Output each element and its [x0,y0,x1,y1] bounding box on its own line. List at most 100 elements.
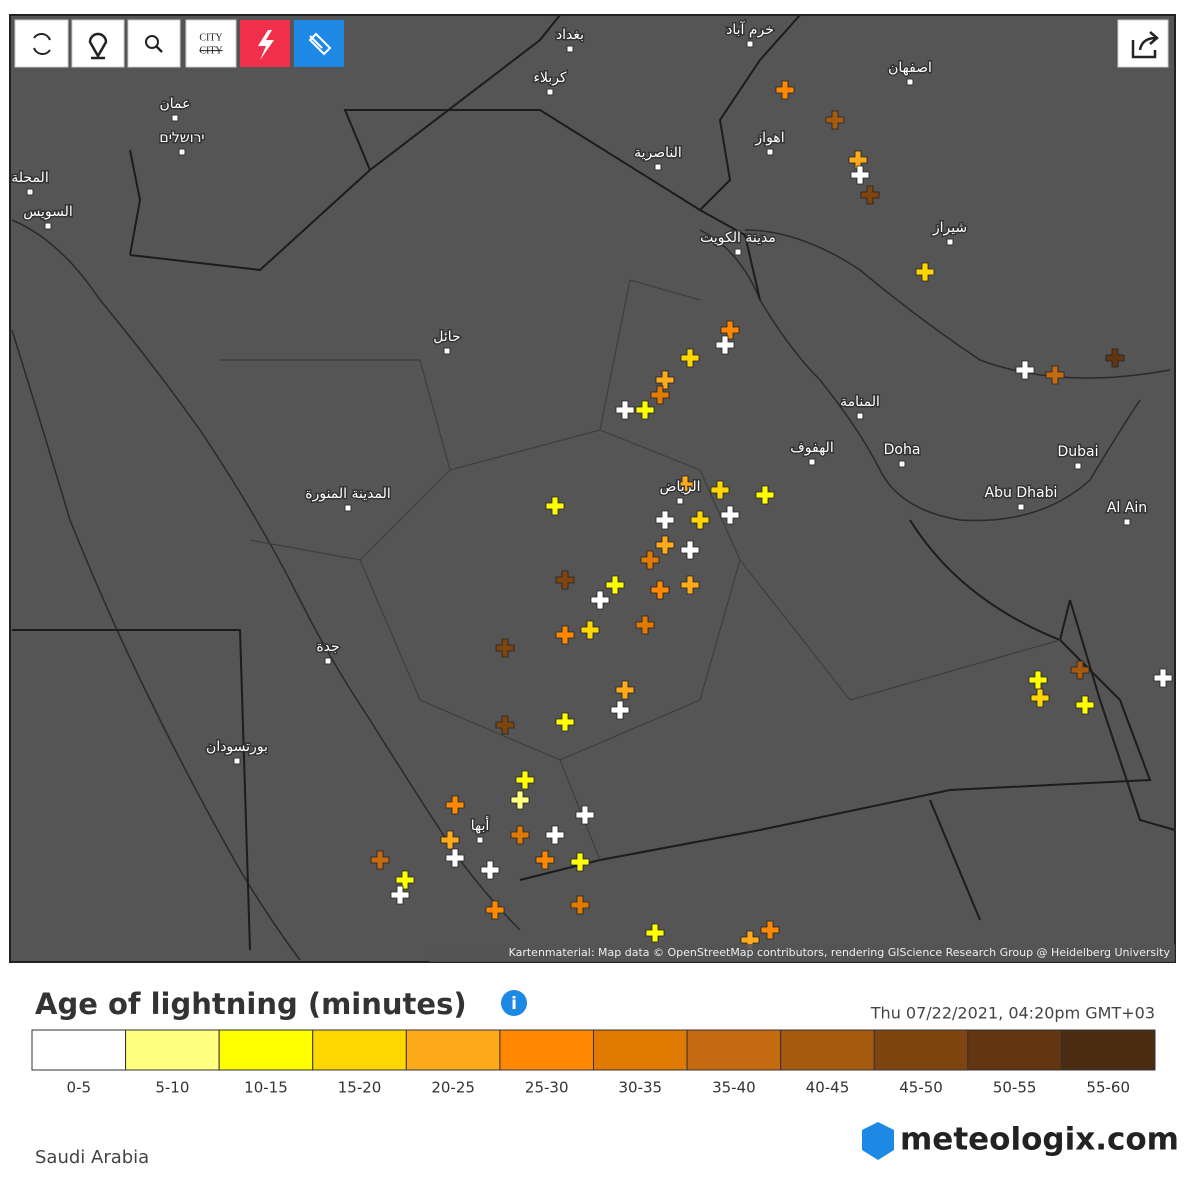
city-button[interactable] [185,19,237,68]
city-marker [443,347,451,355]
lightning-strike [515,770,535,790]
city-label: جدة [316,639,339,655]
lightning-strike [390,885,410,905]
refresh-button[interactable] [14,19,69,68]
lightning-strike [1030,688,1050,708]
lightning-strike [655,370,675,390]
lightning-strike [445,795,465,815]
country-borders [129,14,801,256]
city-marker [746,40,754,48]
legend-label: 40-45 [806,1079,850,1097]
lightning-strike [615,400,635,420]
legend-label: 50-55 [993,1079,1037,1097]
legend-label: 55-60 [1086,1079,1130,1097]
legend-swatch [593,1029,688,1071]
refresh-icon [33,33,51,55]
legend-swatch [312,1029,407,1071]
lightning-strike [555,570,575,590]
lightning-strike [535,850,555,870]
city-marker [946,238,954,246]
legend-label: 35-40 [712,1079,756,1097]
zoom-icon [145,35,159,49]
info-button[interactable] [501,990,527,1016]
city-label: حائل [433,329,460,345]
city-label: كربلاء [533,70,567,86]
legend-label: 0-5 [67,1079,92,1097]
legend-label: 5-10 [155,1079,189,1097]
legend-swatch [405,1029,501,1071]
city-label: بورتسودان [206,739,268,755]
lightning-strike [570,852,590,872]
lightning-strike [775,80,795,100]
city-marker [1123,518,1131,526]
map [9,14,1176,963]
attribution: Kartenmaterial: Map data © OpenStreetMap… [509,946,1171,959]
city-marker [546,88,554,96]
city-label: Dubai [1057,444,1098,460]
city-marker [344,504,352,512]
city-marker [324,657,332,665]
lightning-strike [650,580,670,600]
gulf-coast-south [699,229,1141,522]
lightning-strike [485,900,505,920]
lightning-strike [720,320,740,340]
city-toggle-label: CITY [199,32,222,43]
lightning-strike [605,575,625,595]
city-label: بغداد [556,27,584,43]
lightning-strike [510,790,530,810]
lightning-strike [610,700,630,720]
city-label: الهفوف [790,440,833,456]
city-marker [1017,503,1025,511]
satellite-button[interactable] [294,20,344,67]
city-label: الناصرية [634,145,682,161]
lightning-strike [635,615,655,635]
other-borders [12,599,1176,951]
lightning-strike [675,475,695,495]
lightning-strike [710,480,730,500]
legend-swatch [967,1029,1062,1071]
saudi-border [129,109,1152,881]
lightning-strike [915,262,935,282]
city-marker [906,78,914,86]
legend-swatch [31,1029,127,1071]
city-label: ירושלים [159,130,204,146]
lightning-strike [370,850,390,870]
lightning-strike [680,540,700,560]
legend-swatch [686,1029,782,1071]
city-marker [566,45,574,53]
zoom-icon-handle [155,45,163,53]
city-label: السويس [23,204,73,220]
lightning-strike [590,590,610,610]
lightning-strike [640,550,660,570]
lightning-strike [850,165,870,185]
city-label: خرم آباد [726,21,774,38]
brand-name[interactable]: meteologix.com [900,1122,1179,1158]
city-label: اهواز [754,130,784,146]
gulf-coast-north [744,229,1171,379]
city-marker [766,148,774,156]
legend-label: 30-35 [618,1079,662,1097]
admin-borders [220,279,1061,861]
legend-label: 25-30 [525,1079,569,1097]
lightning-strike [545,825,565,845]
city-label: مدينة الكويت [700,230,776,246]
lightning-strike [1015,360,1035,380]
satellite-icon [308,32,332,56]
city-label: الرياض [660,479,701,495]
lightning-strike [1153,668,1173,688]
lightning-strike [480,860,500,880]
location-button[interactable] [71,19,125,68]
lightning-strike [860,185,880,205]
lightning-strike [555,625,575,645]
brand-logo [862,1122,894,1160]
lightning-strike [1070,660,1090,680]
city-marker [178,148,186,156]
city-marker [26,188,34,196]
lightning-strike [1105,348,1125,368]
lightning-strike [395,870,415,890]
city-toggle-label-off: CITY [199,45,222,56]
city-label: أبها [471,816,490,834]
lightning-strike [755,485,775,505]
zoom-button[interactable] [127,19,181,68]
